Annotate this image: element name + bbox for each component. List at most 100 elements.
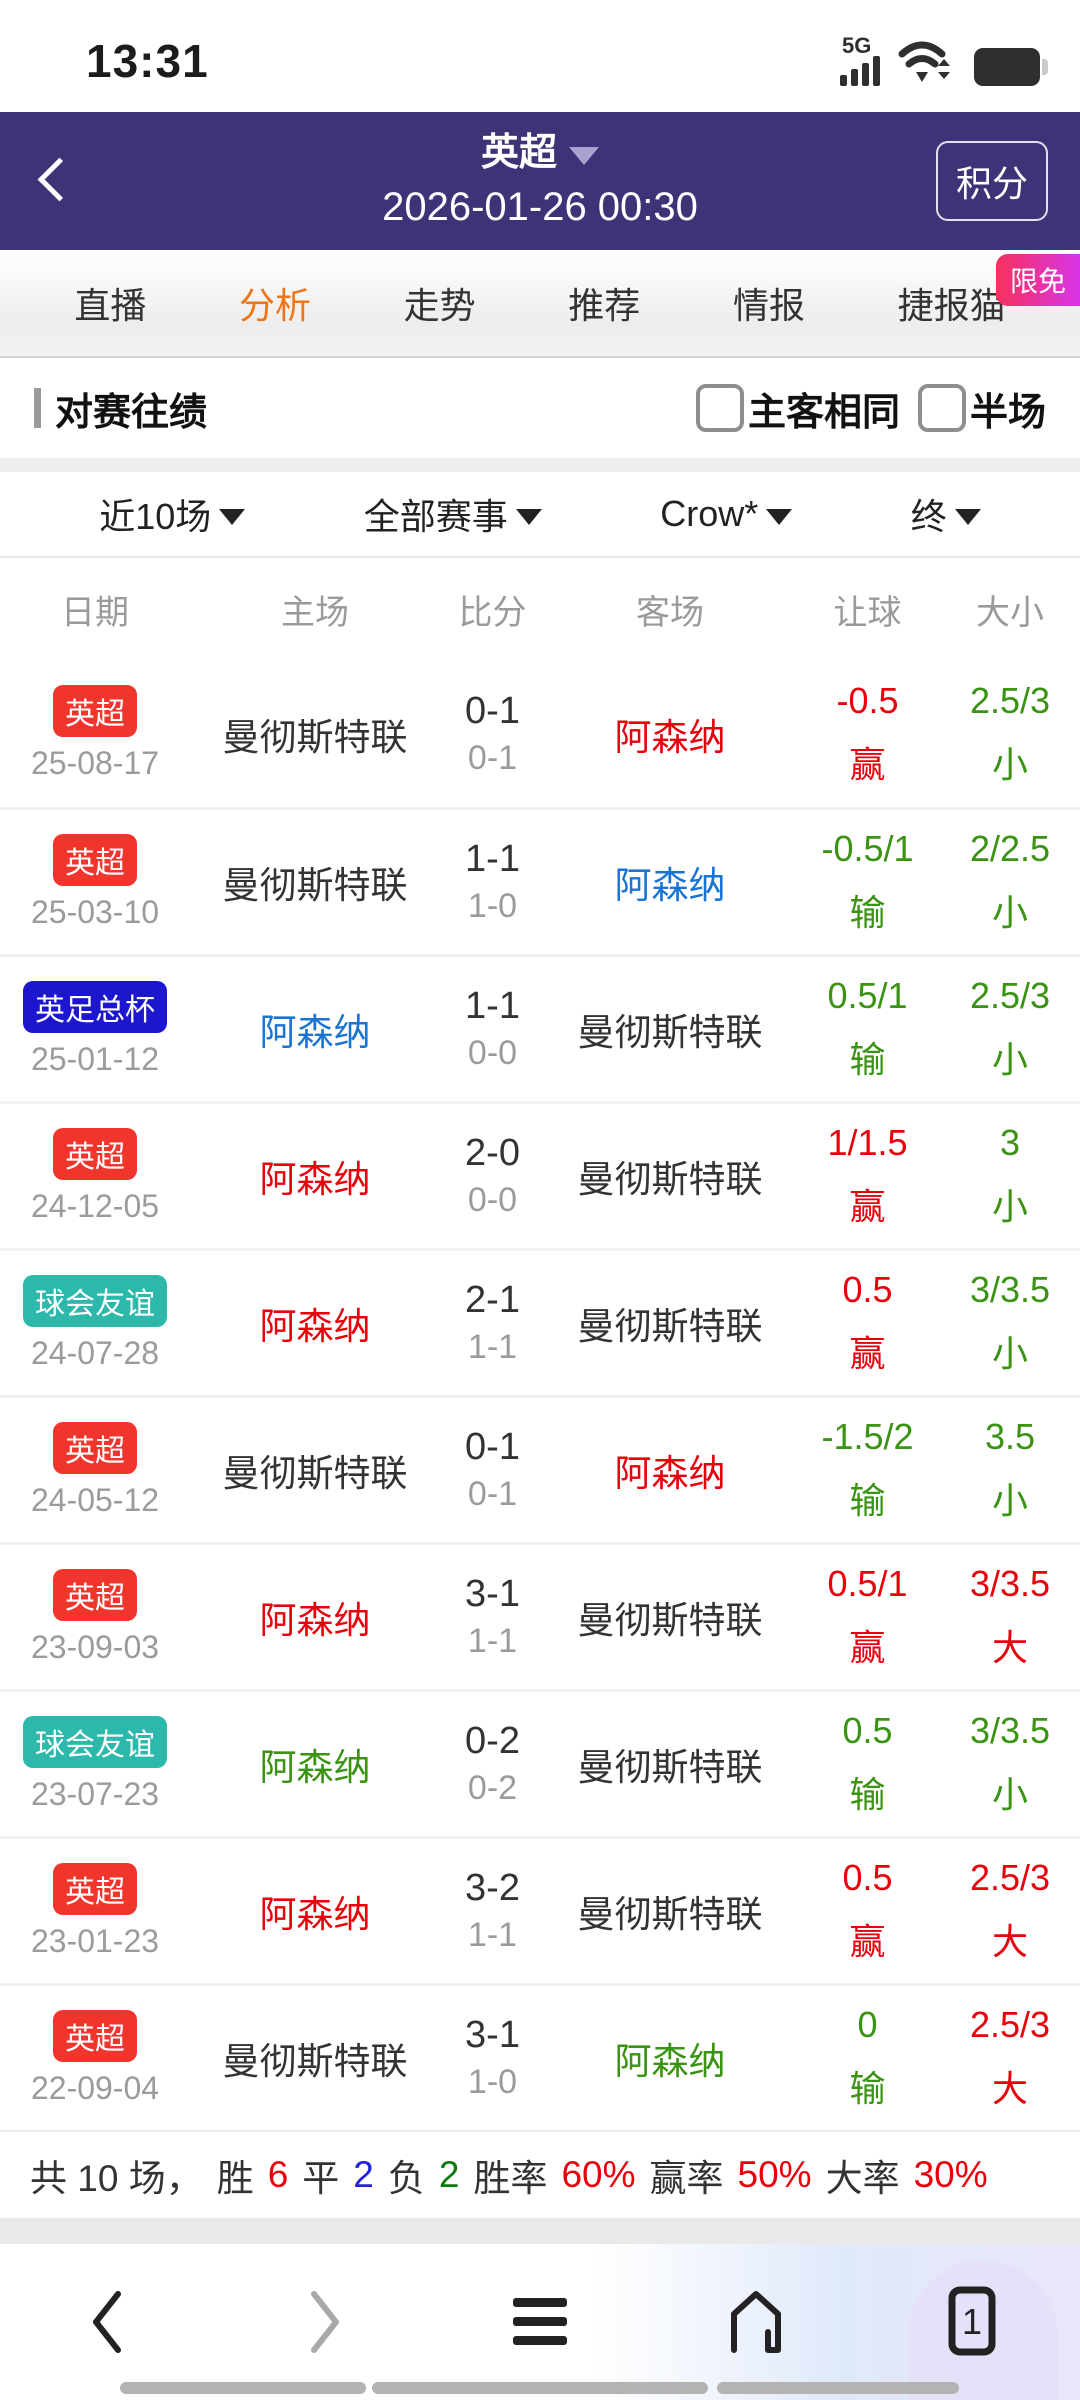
table-row[interactable]: 英超 23-09-03 阿森纳 3-1 1-1 曼彻斯特联 0.5/1 赢 3/3.5 大 — [0, 1542, 1080, 1689]
table-row[interactable]: 英超 22-09-04 曼彻斯特联 3-1 1-0 阿森纳 0 输 2.5/3 大 — [0, 1983, 1080, 2130]
filter-dropdown[interactable]: 全部赛事 — [364, 488, 542, 540]
nav-back-button[interactable] — [68, 2277, 148, 2367]
overunder-result: 小 — [991, 1186, 1028, 1227]
table-row[interactable]: 英超 24-12-05 阿森纳 2-0 0-0 曼彻斯特联 1/1.5 赢 3 小 — [0, 1101, 1080, 1248]
tab-分析[interactable]: 分析 — [238, 285, 311, 326]
table-row[interactable]: 英超 25-08-17 曼彻斯特联 0-1 0-1 阿森纳 -0.5 赢 2.5/3 小 — [0, 660, 1080, 807]
filter-dropdown[interactable]: 终 — [911, 488, 981, 540]
checkbox-box[interactable] — [695, 384, 744, 432]
checkbox-label: 半场 — [969, 391, 1046, 434]
fulltime-score: 2-1 — [465, 1279, 520, 1321]
column-header: 客场 — [636, 593, 704, 632]
nav-tabs-button[interactable]: 1 — [932, 2277, 1012, 2367]
standings-button[interactable]: 积分 — [935, 141, 1048, 221]
tab-count: 1 — [962, 2301, 982, 2342]
home-team: 曼彻斯特联 — [222, 2041, 408, 2082]
section-title: 对赛往绩 — [55, 391, 208, 434]
handicap-line: 0.5/1 — [827, 1563, 908, 1604]
handicap-cell: -0.5/1 输 — [795, 828, 940, 936]
halftime-score: 1-1 — [467, 1328, 518, 1366]
handicap-result: 输 — [849, 1039, 886, 1080]
overunder-result: 大 — [991, 1627, 1028, 1668]
overunder-line: 2.5/3 — [969, 1857, 1051, 1898]
handicap-result: 赢 — [849, 1186, 886, 1227]
overunder-result: 大 — [991, 1921, 1028, 1962]
bottom-indicator-segment — [717, 2382, 959, 2394]
overunder-line: 2.5/3 — [969, 2004, 1051, 2045]
tab-推荐[interactable]: 推荐 — [568, 285, 641, 326]
checkbox-主客相同[interactable]: 主客相同 — [695, 381, 900, 436]
summary-stat: 30% — [913, 2154, 988, 2195]
chevron-down-icon — [766, 509, 793, 525]
nav-home-button[interactable] — [716, 2277, 796, 2367]
handicap-result: 输 — [849, 1774, 886, 1815]
halftime-score: 1-1 — [467, 1622, 518, 1660]
league-badge: 英超 — [53, 1862, 137, 1915]
back-button[interactable] — [30, 156, 80, 206]
overunder-result: 小 — [991, 1480, 1028, 1521]
score-cell: 3-1 1-1 — [440, 1573, 545, 1661]
column-header: 比分 — [458, 593, 527, 632]
away-team: 曼彻斯特联 — [577, 1012, 763, 1053]
handicap-result: 赢 — [849, 1333, 886, 1374]
handicap-cell: -0.5 赢 — [795, 680, 940, 788]
fulltime-score: 0-1 — [465, 1426, 520, 1468]
overunder-line: 3/3.5 — [969, 1710, 1051, 1751]
handicap-line: 0.5 — [842, 1857, 893, 1898]
handicap-cell: 0.5 赢 — [795, 1857, 940, 1965]
browser-bottom-nav: 1 — [0, 2244, 1080, 2400]
chevron-down-icon — [219, 509, 246, 525]
table-row[interactable]: 球会友谊 24-07-28 阿森纳 2-1 1-1 曼彻斯特联 0.5 赢 3/3.5 小 — [0, 1248, 1080, 1395]
summary-row: 共 10 场，胜 6 平 2 负 2 胜率 60% 赢率 50% 大率 30% — [0, 2130, 1080, 2218]
checkbox-半场[interactable]: 半场 — [917, 381, 1046, 436]
divider — [0, 458, 1080, 472]
halftime-score: 1-0 — [467, 887, 518, 925]
fulltime-score: 3-1 — [465, 2014, 520, 2056]
table-row[interactable]: 英超 23-01-23 阿森纳 3-2 1-1 曼彻斯特联 0.5 赢 2.5/3 大 — [0, 1836, 1080, 1983]
home-team: 阿森纳 — [259, 1600, 371, 1641]
table-row[interactable]: 英足总杯 25-01-12 阿森纳 1-1 0-0 曼彻斯特联 0.5/1 输 2.5/3 小 — [0, 954, 1080, 1101]
handicap-line: 0.5/1 — [827, 975, 908, 1016]
fulltime-score: 0-1 — [465, 689, 520, 732]
date-cell: 英超 24-05-12 — [0, 1421, 190, 1519]
tab-捷报猫[interactable]: 捷报猫 — [897, 285, 1006, 326]
summary-stat: 共 10 场， — [30, 2158, 203, 2199]
handicap-line: -1.5/2 — [821, 1416, 914, 1457]
column-header: 主场 — [281, 593, 349, 632]
fulltime-score: 2-0 — [465, 1132, 520, 1174]
away-team: 曼彻斯特联 — [577, 1747, 763, 1788]
home-team: 阿森纳 — [259, 1159, 371, 1200]
chevron-down-icon — [954, 509, 981, 525]
filter-dropdown[interactable]: 近10场 — [99, 488, 246, 540]
handicap-line: -0.5 — [836, 679, 899, 721]
table-row[interactable]: 球会友谊 23-07-23 阿森纳 0-2 0-2 曼彻斯特联 0.5 输 3/3.5 小 — [0, 1689, 1080, 1836]
score-cell: 3-1 1-0 — [440, 2014, 545, 2102]
checkbox-box[interactable] — [917, 384, 966, 432]
overunder-result: 大 — [991, 2068, 1028, 2109]
match-date: 24-05-12 — [30, 1481, 160, 1518]
tab-直播[interactable]: 直播 — [74, 285, 147, 326]
date-cell: 球会友谊 24-07-28 — [0, 1274, 190, 1372]
summary-stat: 2 — [438, 2154, 460, 2195]
league-badge: 球会友谊 — [23, 1715, 167, 1768]
filter-dropdown[interactable]: Crow* — [660, 493, 793, 535]
nav-forward-button[interactable] — [284, 2277, 364, 2367]
away-team: 曼彻斯特联 — [577, 1600, 763, 1641]
score-cell: 3-2 1-1 — [440, 1867, 545, 1955]
nav-menu-button[interactable] — [500, 2277, 580, 2367]
table-row[interactable]: 英超 24-05-12 曼彻斯特联 0-1 0-1 阿森纳 -1.5/2 输 3.5 小 — [0, 1395, 1080, 1542]
checkbox-label: 主客相同 — [747, 391, 900, 434]
column-header: 日期 — [61, 593, 129, 632]
tab-情报[interactable]: 情报 — [732, 285, 805, 326]
handicap-result: 赢 — [849, 1921, 886, 1962]
match-date: 23-01-23 — [30, 1922, 160, 1959]
status-icons: 5G — [840, 35, 1048, 86]
bottom-indicator-segment — [372, 2382, 708, 2394]
table-row[interactable]: 英超 25-03-10 曼彻斯特联 1-1 1-0 阿森纳 -0.5/1 输 2/2.5 小 — [0, 807, 1080, 954]
fulltime-score: 3-2 — [465, 1867, 520, 1909]
league-selector[interactable]: 英超 — [382, 132, 698, 176]
handicap-cell: 0.5 输 — [795, 1710, 940, 1818]
tab-走势[interactable]: 走势 — [403, 285, 476, 326]
summary-stat: 6 — [267, 2154, 289, 2195]
